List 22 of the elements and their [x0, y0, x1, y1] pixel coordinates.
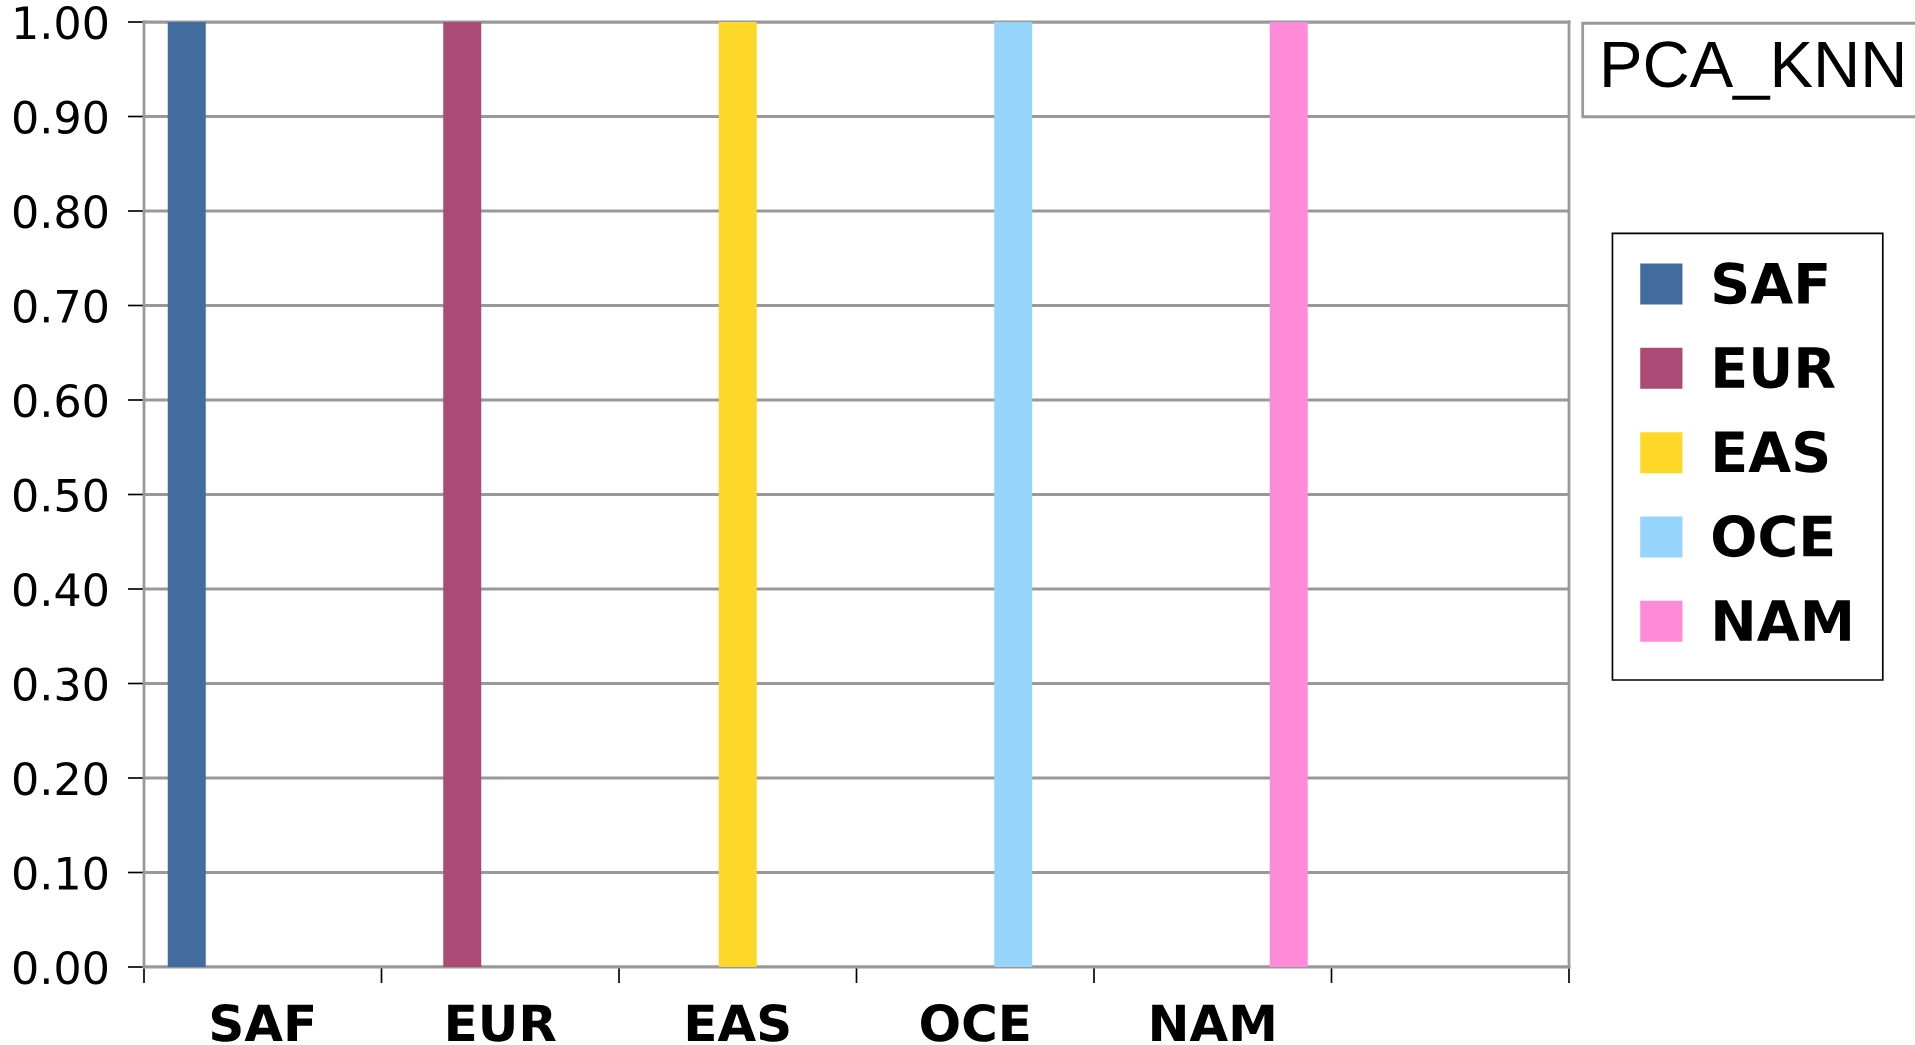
legend-label: OCE	[1713, 515, 1833, 558]
x-tick-label: SAF	[211, 1003, 313, 1042]
y-tick-label: 0.60	[13, 383, 108, 418]
y-tick-label: 0.90	[13, 100, 108, 135]
x-tick-label: EAS	[687, 1003, 789, 1042]
y-tick-label: 0.10	[13, 856, 108, 891]
y-tick-label: 0.30	[13, 667, 108, 702]
y-tick-label: 0.70	[13, 289, 108, 324]
y-tick-label: 0.80	[13, 194, 108, 229]
x-tick-label: OCE	[921, 1003, 1029, 1042]
y-tick-label: 0.20	[13, 761, 108, 796]
legend-label: EAS	[1715, 430, 1828, 473]
x-tick-label: EUR	[448, 1004, 556, 1042]
x-tick-label: NAM	[1152, 1004, 1274, 1042]
y-tick-label: 0.00	[13, 950, 108, 985]
y-tick-label: 0.40	[13, 572, 108, 607]
legend-label: EUR	[1715, 347, 1835, 389]
legend-label: NAM	[1715, 600, 1850, 641]
legend-label: SAF	[1714, 262, 1827, 305]
text: PCA_KNN	[1604, 41, 1903, 100]
y-tick-label: 0.50	[13, 478, 108, 513]
y-tick-label: 1.00	[15, 5, 108, 40]
